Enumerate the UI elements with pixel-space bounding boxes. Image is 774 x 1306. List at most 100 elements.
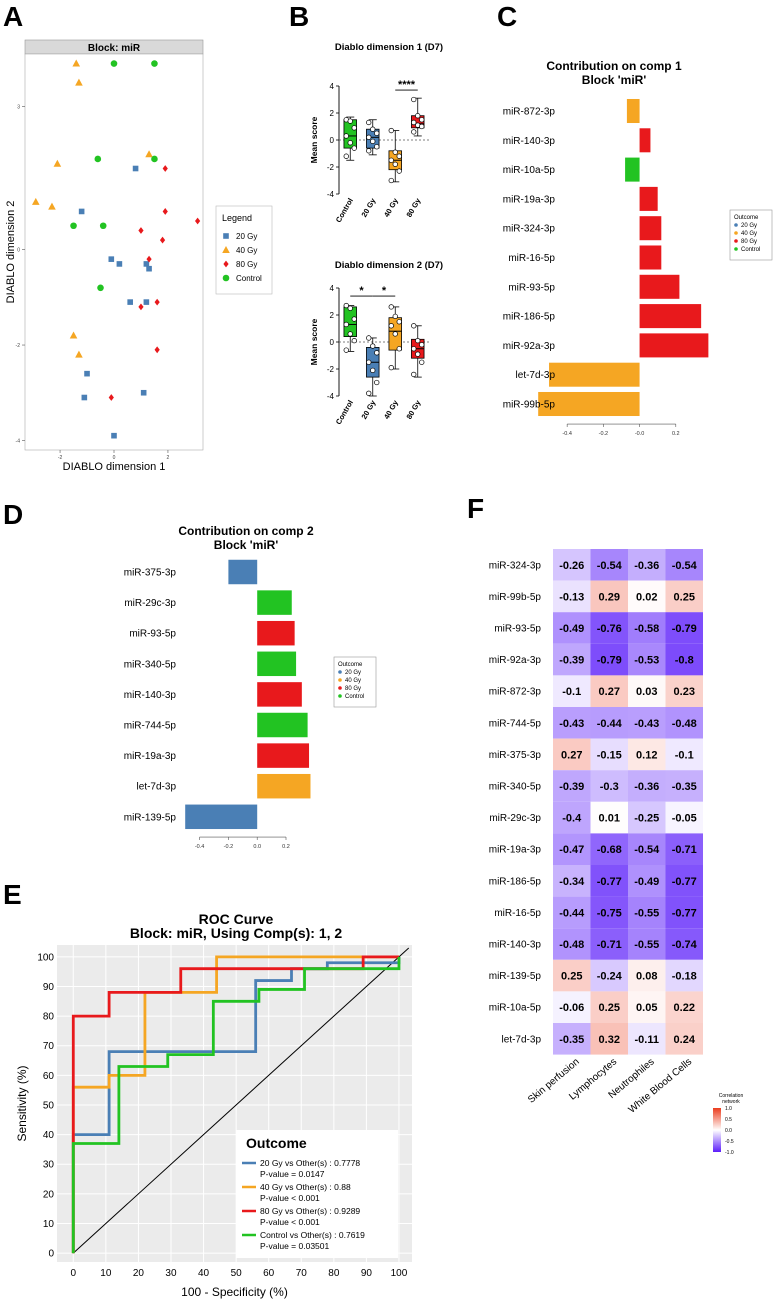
heatmap-cell (665, 675, 703, 707)
chart-title: Contribution on comp 2 (178, 524, 314, 538)
cell-value: 0.25 (561, 971, 582, 983)
cell-value: -0.1 (562, 686, 581, 698)
cell-value: -0.26 (559, 560, 584, 572)
bar (639, 304, 702, 329)
legend-dot (734, 231, 738, 235)
heatmap-cell (590, 580, 628, 613)
data-point (411, 371, 417, 378)
x-tick-label: 0.0 (253, 844, 261, 850)
x-tick-label: 2 (167, 455, 170, 461)
heatmap-cell (553, 833, 591, 865)
heatmap-cell (628, 612, 666, 644)
data-point (366, 335, 372, 341)
y-tick-label: 40 (43, 1130, 55, 1141)
legend-entry: 40 Gy (345, 678, 361, 684)
x-tick-label: -0.2 (224, 844, 233, 850)
y-axis-label: Sensitivity (%) (15, 1065, 29, 1141)
cell-value: -0.11 (635, 1034, 659, 1046)
data-point (370, 126, 376, 132)
heatmap-cell (553, 770, 591, 802)
bar-label: miR-19a-3p (503, 194, 556, 205)
heatmap-cell (665, 770, 703, 802)
point-square (81, 394, 88, 401)
heatmap-cell (553, 549, 591, 581)
x-tick-label: -0.4 (562, 431, 571, 437)
data-point (347, 118, 353, 124)
cell-value: -0.48 (559, 939, 584, 951)
point-triangle (53, 159, 62, 167)
row-label: let-7d-3p (502, 1034, 542, 1045)
x-tick-label: -2 (58, 455, 63, 461)
row-label: miR-340-5p (489, 782, 542, 793)
heatmap-cell (628, 1023, 666, 1055)
legend-dot (734, 239, 738, 243)
data-point (396, 153, 402, 159)
y-tick-label: 0 (330, 338, 335, 347)
cell-value: 0.01 (599, 813, 620, 825)
cell-value: -0.35 (672, 781, 697, 793)
heatmap-cell (553, 928, 591, 960)
x-tick-label: Control (334, 197, 355, 225)
y-tick-label: 30 (43, 1160, 55, 1171)
y-tick-label: -4 (327, 392, 335, 401)
y-axis-label: Mean score (309, 318, 319, 365)
heatmap-cell (628, 865, 666, 897)
point-square (223, 233, 229, 239)
cell-value: -0.77 (597, 876, 622, 888)
significance-label: * (382, 285, 387, 297)
bar (185, 804, 258, 830)
heatmap-cell (665, 959, 703, 992)
y-tick-label: 0 (48, 1249, 54, 1260)
heatmap-cell (590, 833, 628, 865)
bar (626, 98, 640, 124)
bar-label: miR-375-3p (124, 568, 177, 579)
chart-subtitle: Block 'miR' (214, 538, 279, 552)
significance-label: * (359, 285, 364, 297)
x-tick-label: 20 Gy (359, 196, 377, 219)
heatmap-cell (665, 833, 703, 865)
x-axis-label: DIABLO dimension 1 (63, 461, 166, 473)
heatmap-cell (553, 643, 591, 676)
bar-label: miR-29c-3p (124, 598, 176, 609)
data-point (411, 129, 417, 135)
heatmap-cell (628, 928, 666, 960)
bar (228, 559, 258, 585)
cell-value: -0.06 (559, 1002, 584, 1014)
point-circle (99, 222, 107, 230)
cell-value: 0.25 (599, 1002, 620, 1014)
bar (639, 333, 709, 358)
heatmap-cell (628, 580, 666, 613)
data-point (343, 321, 349, 328)
cell-value: -0.18 (672, 971, 697, 983)
data-point (370, 138, 376, 145)
bar-label: miR-139-5p (124, 812, 177, 823)
heatmap-cell (590, 865, 628, 897)
row-label: miR-93-5p (494, 624, 541, 635)
data-point (411, 346, 417, 352)
cell-value: -0.47 (559, 844, 584, 856)
cell-value: -0.49 (634, 876, 659, 888)
row-label: miR-19a-3p (489, 845, 542, 856)
legend-entry: 40 Gy vs Other(s) : 0.88 (260, 1182, 351, 1192)
panel-label-e: E (3, 879, 22, 910)
cell-value: -0.44 (597, 718, 623, 730)
cell-value: -0.36 (634, 560, 659, 572)
x-tick-label: 20 Gy (359, 398, 377, 421)
heatmap-cell (553, 1023, 591, 1055)
point-triangle (145, 150, 153, 158)
data-point (396, 346, 402, 352)
cell-value: 0.27 (561, 749, 582, 761)
chart-subtitle: Block 'miR' (582, 73, 647, 87)
data-point (388, 127, 394, 134)
bar (625, 157, 640, 182)
cell-value: 0.22 (674, 1002, 695, 1014)
bar-label: let-7d-3p (137, 782, 177, 793)
heatmap-cell (665, 991, 703, 1023)
cell-value: -0.71 (597, 939, 622, 951)
heatmap-cell (665, 896, 703, 929)
cell-value: -0.39 (559, 781, 584, 793)
heatmap-cell (590, 959, 628, 992)
panel-label-b: B (289, 1, 309, 32)
data-point (370, 367, 376, 374)
